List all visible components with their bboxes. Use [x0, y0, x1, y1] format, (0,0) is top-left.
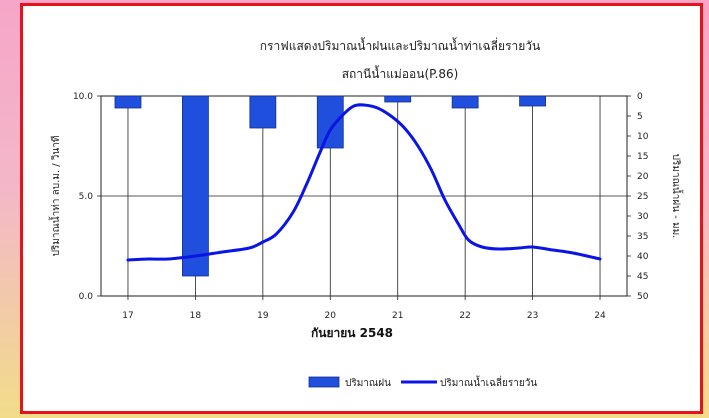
- rain-bar: [114, 95, 142, 109]
- y-right-tick-label: 5: [637, 112, 643, 122]
- y-right-tick-label: 15: [637, 152, 648, 162]
- y-left-tick-label: 5.0: [79, 192, 94, 202]
- grid-lines: [101, 96, 627, 296]
- x-tick-label: 18: [190, 311, 202, 321]
- chart-subtitle: สถานีน้ำแม่ออน(P.86): [342, 65, 459, 81]
- x-tick-label: 17: [122, 311, 133, 321]
- rain-bar: [182, 95, 209, 277]
- y-right-tick-label: 0: [637, 92, 643, 102]
- legend-bar-swatch: [308, 376, 340, 388]
- rainfall-runoff-chart: กราฟแสดงปริมาณน้ำฝนและปริมาณน้ำท่าเฉลี่ย…: [48, 37, 684, 389]
- legend-bar-label: ปริมาณฝน: [345, 378, 391, 389]
- chart-frame: กราฟแสดงปริมาณน้ำฝนและปริมาณน้ำท่าเฉลี่ย…: [20, 3, 703, 414]
- flow-line: [126, 103, 602, 262]
- rain-bars: [114, 95, 546, 277]
- y-right-tick-label: 20: [637, 172, 649, 182]
- rain-bar: [316, 95, 344, 149]
- y-right-tick-label: 40: [637, 252, 649, 262]
- rain-bar: [249, 95, 277, 129]
- legend-line-label: ปริมาณน้ำเฉลี่ยรายวัน: [440, 375, 537, 389]
- axis-ticks: 17 18 19 20 21 22 23 24 10.0 5.0 0.0 0 5 10 15 20 25 30 35…: [73, 92, 649, 321]
- x-tick-label: 23: [527, 311, 538, 321]
- x-tick-label: 19: [257, 311, 269, 321]
- y-right-tick-label: 30: [637, 212, 649, 222]
- y-right-tick-label: 35: [637, 232, 648, 242]
- legend: ปริมาณฝน ปริมาณน้ำเฉลี่ยรายวัน: [308, 375, 537, 389]
- y-right-tick-label: 50: [637, 292, 649, 302]
- y-right-tick-label: 45: [637, 272, 648, 282]
- y-left-tick-label: 10.0: [73, 92, 93, 102]
- x-axis-label: กันยายน 2548: [311, 326, 393, 340]
- rain-bar: [451, 95, 479, 109]
- x-tick-label: 20: [325, 311, 337, 321]
- y-right-tick-label: 10: [637, 132, 649, 142]
- rain-bar: [384, 95, 412, 103]
- rain-bar: [519, 95, 546, 107]
- y-right-tick-label: 25: [637, 192, 648, 202]
- x-tick-label: 21: [392, 311, 403, 321]
- y-axis-left-label: ปริมาณน้ำท่า ลบ.ม. / วินาที: [48, 136, 62, 257]
- x-tick-label: 24: [594, 311, 606, 321]
- flow-line-path: [126, 103, 602, 262]
- y-left-tick-label: 0.0: [79, 292, 94, 302]
- chart-title: กราฟแสดงปริมาณน้ำฝนและปริมาณน้ำท่าเฉลี่ย…: [260, 37, 540, 53]
- x-tick-label: 22: [459, 311, 470, 321]
- y-axis-right-label: ปริมาณน้ำฝน - มม.: [670, 154, 684, 239]
